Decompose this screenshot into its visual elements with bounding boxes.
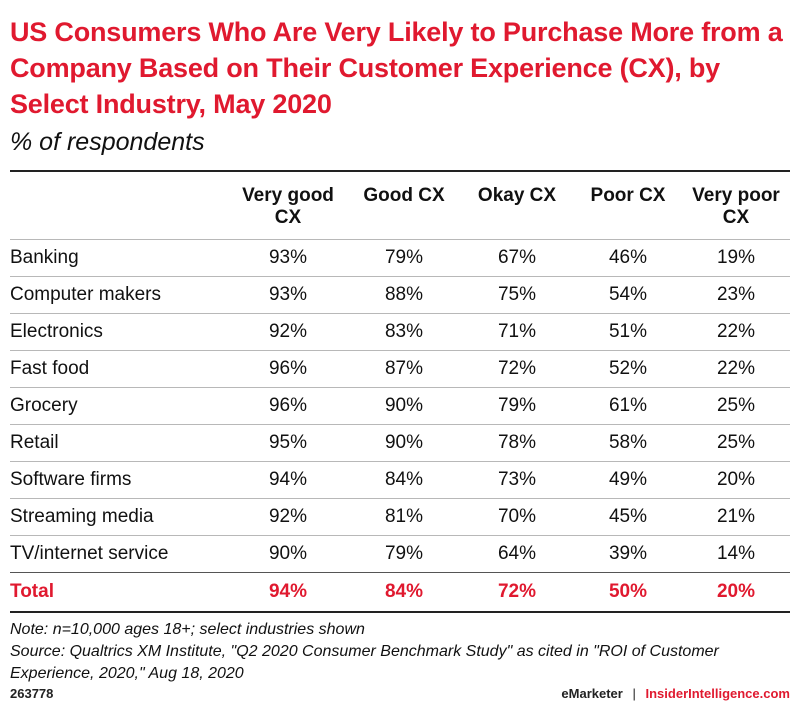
row-label: TV/internet service [10,535,228,573]
table-row: Banking 93% 79% 67% 46% 19% [10,239,790,277]
column-header: Poor CX [590,185,666,206]
chart-title: US Consumers Who Are Very Likely to Purc… [10,17,783,119]
notes-block: Note: n=10,000 ages 18+; select industri… [10,619,790,685]
table-row: Computer makers 93% 88% 75% 54% 23% [10,276,790,314]
brand-separator: | [632,686,636,701]
table-cell: 51% [574,313,682,351]
brand-emarketer: eMarketer [561,686,623,701]
header-row: Very good CX Good CX Okay CX Poor CX Ver… [10,172,790,240]
table-cell: 72% [460,350,574,388]
table-cell: 22% [682,313,790,351]
row-label: Retail [10,424,228,462]
row-label: Total [10,572,228,611]
table-cell: 14% [682,535,790,573]
table-cell: 54% [574,276,682,314]
table-cell: 88% [348,276,460,314]
column-header: Okay CX [477,185,557,206]
row-label: Fast food [10,350,228,388]
table-cell: 94% [228,572,348,611]
table-cell: 93% [228,276,348,314]
column-header: Very good CX [242,185,334,228]
table-body: Banking 93% 79% 67% 46% 19% Computer makers 93%… [10,239,790,611]
table-cell: 79% [460,387,574,425]
table-cell: 20% [682,572,790,611]
table-cell: 94% [228,461,348,499]
table-row: Retail 95% 90% 78% 58% 25% [10,424,790,462]
footer-brand: eMarketer | InsiderIntelligence.com [561,686,790,701]
table-cell: 46% [574,239,682,277]
source-text: Source: Qualtrics XM Institute, "Q2 2020… [10,643,719,682]
table-cell: 79% [348,535,460,573]
table-cell: 20% [682,461,790,499]
table-cell: 61% [574,387,682,425]
row-label: Software firms [10,461,228,499]
table-cell: 92% [228,313,348,351]
table-cell: 84% [348,572,460,611]
total-row: Total 94% 84% 72% 50% 20% [10,572,790,611]
table-cell: 92% [228,498,348,536]
row-label: Computer makers [10,276,228,314]
table-cell: 22% [682,350,790,388]
table-row: Electronics 92% 83% 71% 51% 22% [10,313,790,351]
table-cell: 90% [348,424,460,462]
table-row: Software firms 94% 84% 73% 49% 20% [10,461,790,499]
column-header: Good CX [363,185,445,206]
row-header-blank [10,172,228,240]
table-cell: 52% [574,350,682,388]
table-cell: 72% [460,572,574,611]
bottom-rule [10,611,790,613]
table-cell: 87% [348,350,460,388]
table-cell: 84% [348,461,460,499]
table-cell: 21% [682,498,790,536]
table-cell: 49% [574,461,682,499]
table-cell: 83% [348,313,460,351]
table-cell: 81% [348,498,460,536]
table-cell: 50% [574,572,682,611]
row-label: Banking [10,239,228,277]
table-cell: 90% [228,535,348,573]
data-table: Very good CX Good CX Okay CX Poor CX Ver… [10,172,790,611]
table-cell: 79% [348,239,460,277]
table-cell: 25% [682,424,790,462]
table-cell: 64% [460,535,574,573]
table-cell: 73% [460,461,574,499]
table-cell: 96% [228,387,348,425]
table-cell: 58% [574,424,682,462]
top-rule [10,170,790,172]
table-cell: 45% [574,498,682,536]
row-label: Electronics [10,313,228,351]
table-row: Fast food 96% 87% 72% 52% 22% [10,350,790,388]
row-label: Streaming media [10,498,228,536]
table-cell: 23% [682,276,790,314]
note-text: Note: n=10,000 ages 18+; select industri… [10,621,365,638]
table-cell: 19% [682,239,790,277]
table-cell: 71% [460,313,574,351]
table-row: TV/internet service 90% 79% 64% 39% 14% [10,535,790,573]
table-cell: 78% [460,424,574,462]
table-cell: 75% [460,276,574,314]
column-header: Very poor CX [692,185,780,228]
table-cell: 93% [228,239,348,277]
table-cell: 67% [460,239,574,277]
table-cell: 96% [228,350,348,388]
brand-insiderintelligence: InsiderIntelligence.com [645,686,791,701]
row-label: Grocery [10,387,228,425]
table-cell: 90% [348,387,460,425]
table-cell: 95% [228,424,348,462]
chart-container: US Consumers Who Are Very Likely to Purc… [10,0,790,685]
table-row: Streaming media 92% 81% 70% 45% 21% [10,498,790,536]
chart-id: 263778 [10,686,54,701]
table-cell: 70% [460,498,574,536]
table-cell: 39% [574,535,682,573]
chart-subtitle: % of respondents [10,128,205,156]
table-row: Grocery 96% 90% 79% 61% 25% [10,387,790,425]
table-cell: 25% [682,387,790,425]
